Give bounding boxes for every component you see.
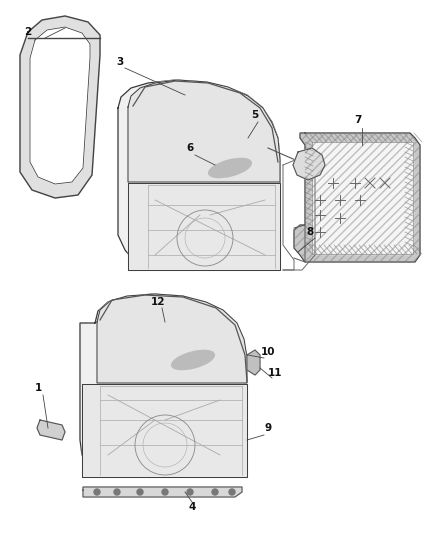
Text: 12: 12 [151, 297, 165, 307]
Polygon shape [128, 80, 280, 182]
Text: 8: 8 [306, 227, 314, 237]
Circle shape [212, 489, 218, 495]
Polygon shape [293, 148, 325, 180]
Text: 9: 9 [265, 423, 272, 433]
Circle shape [94, 489, 100, 495]
Polygon shape [247, 350, 260, 375]
Text: 2: 2 [25, 27, 32, 37]
Text: 3: 3 [117, 57, 124, 67]
Text: 7: 7 [354, 115, 362, 125]
Text: 1: 1 [34, 383, 42, 393]
Text: 11: 11 [268, 368, 282, 378]
Polygon shape [312, 142, 413, 254]
Polygon shape [294, 133, 420, 262]
Circle shape [162, 489, 168, 495]
Polygon shape [118, 80, 280, 270]
Text: 6: 6 [187, 143, 194, 153]
Polygon shape [37, 420, 65, 440]
Polygon shape [82, 384, 247, 477]
Text: 4: 4 [188, 502, 196, 512]
Polygon shape [83, 487, 242, 497]
Polygon shape [97, 294, 247, 383]
Circle shape [137, 489, 143, 495]
Circle shape [187, 489, 193, 495]
Ellipse shape [172, 350, 214, 369]
Text: 5: 5 [251, 110, 258, 120]
Circle shape [114, 489, 120, 495]
Polygon shape [80, 294, 245, 477]
Circle shape [229, 489, 235, 495]
Polygon shape [128, 183, 280, 270]
Polygon shape [30, 27, 90, 184]
Polygon shape [20, 16, 100, 198]
Ellipse shape [208, 158, 251, 177]
Text: 10: 10 [261, 347, 275, 357]
